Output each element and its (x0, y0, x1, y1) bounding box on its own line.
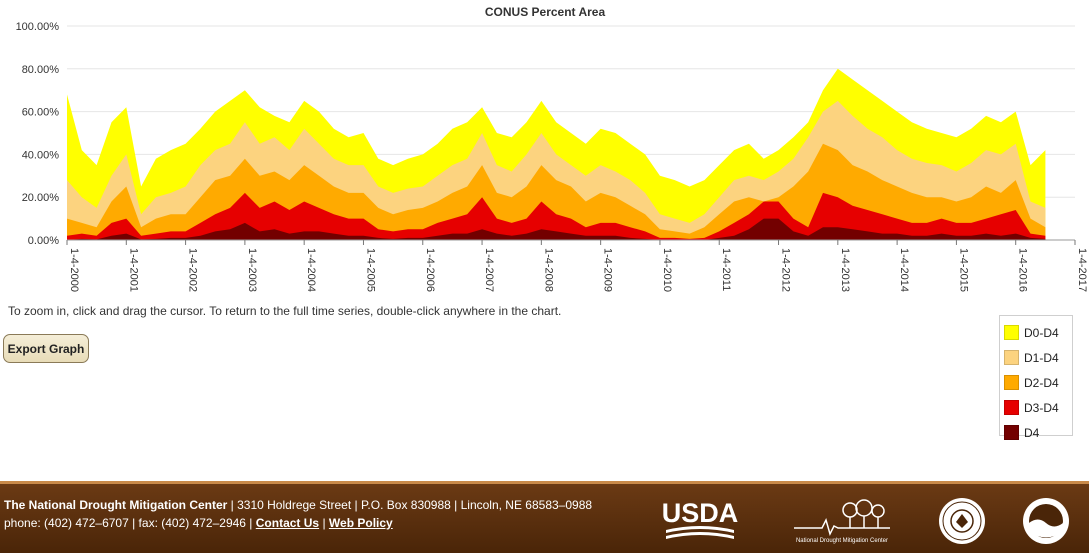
footer-phone-fax: phone: (402) 472–6707 | fax: (402) 472–2… (4, 516, 256, 530)
legend-label: D4 (1024, 425, 1040, 440)
x-tick-label: 1-4-2007 (483, 248, 495, 292)
y-tick-label: 20.00% (22, 192, 60, 204)
legend-item: D2-D4 (1004, 370, 1072, 395)
usda-logo-icon[interactable]: USDA (662, 494, 738, 546)
legend-swatch (1004, 375, 1019, 390)
footer-separator: | (319, 516, 329, 530)
web-policy-link[interactable]: Web Policy (328, 516, 393, 530)
legend-swatch (1004, 350, 1019, 365)
x-tick-label: 1-4-2005 (364, 248, 376, 292)
noaa-logo-icon[interactable] (1020, 496, 1072, 546)
chart-legend: D0-D4 D1-D4 D2-D4 D3-D4 D4 (999, 315, 1073, 440)
usda-logo-text: USDA (662, 498, 738, 528)
commerce-seal-icon[interactable] (937, 496, 987, 546)
x-tick-label: 1-4-2002 (187, 248, 199, 292)
footer-address-line: The National Drought Mitigation Center |… (4, 498, 592, 512)
legend-label: D3-D4 (1024, 400, 1059, 415)
chart-title: CONUS Percent Area (485, 5, 606, 19)
legend-swatch (1004, 325, 1019, 340)
legend-label: D0-D4 (1024, 325, 1059, 340)
x-tick-label: 1-4-2008 (542, 248, 554, 292)
x-tick-label: 1-4-2004 (305, 248, 317, 292)
y-tick-label: 60.00% (22, 107, 60, 119)
area-d3-d4 (67, 192, 1046, 240)
export-graph-button[interactable]: Export Graph (3, 334, 89, 363)
footer-contact-line: phone: (402) 472–6707 | fax: (402) 472–2… (4, 516, 393, 530)
y-tick-label: 100.00% (16, 21, 60, 33)
x-tick-label: 1-4-2011 (720, 248, 732, 291)
chart-container[interactable]: CONUS Percent Area 0.00% 20.00% 40.00% 60.00… (0, 0, 1089, 300)
x-tick-label: 1-4-2000 (68, 248, 80, 292)
x-tick-label: 1-4-2014 (898, 248, 910, 292)
legend-label: D1-D4 (1024, 350, 1059, 365)
site-footer: The National Drought Mitigation Center |… (0, 481, 1089, 553)
contact-us-link[interactable]: Contact Us (255, 516, 320, 530)
ndmc-logo-icon[interactable]: National Drought Mitigation Center (792, 498, 892, 548)
y-tick-label: 0.00% (28, 235, 59, 247)
ndmc-logo-text: National Drought Mitigation Center (796, 538, 888, 544)
x-tick-label: 1-4-2012 (780, 248, 792, 292)
legend-swatch (1004, 425, 1019, 440)
x-tick-label: 1-4-2009 (602, 248, 614, 292)
footer-address: | 3310 Holdrege Street | P.O. Box 830988… (227, 498, 593, 512)
legend-item: D1-D4 (1004, 345, 1072, 370)
y-tick-label: 80.00% (22, 64, 60, 76)
x-tick-label: 1-4-2013 (839, 248, 851, 292)
x-tick-label: 1-4-2003 (246, 248, 258, 292)
zoom-instructions: To zoom in, click and drag the cursor. T… (8, 304, 562, 318)
x-tick-label: 1-4-2017 (1076, 248, 1088, 292)
legend-swatch (1004, 400, 1019, 415)
legend-label: D2-D4 (1024, 375, 1059, 390)
y-tick-label: 40.00% (22, 149, 60, 161)
percent-area-chart[interactable]: CONUS Percent Area 0.00% 20.00% 40.00% 60.00… (0, 0, 1089, 300)
x-tick-label: 1-4-2010 (661, 248, 673, 292)
x-tick-label: 1-4-2016 (1017, 248, 1029, 292)
x-tick-label: 1-4-2006 (424, 248, 436, 292)
area-d4 (67, 218, 1046, 240)
legend-item: D3-D4 (1004, 395, 1072, 420)
legend-item: D4 (1004, 420, 1072, 445)
x-tick-label: 1-4-2015 (957, 248, 969, 292)
legend-item: D0-D4 (1004, 320, 1072, 345)
x-tick-label: 1-4-2001 (127, 248, 139, 292)
footer-org-name: The National Drought Mitigation Center (4, 498, 228, 512)
